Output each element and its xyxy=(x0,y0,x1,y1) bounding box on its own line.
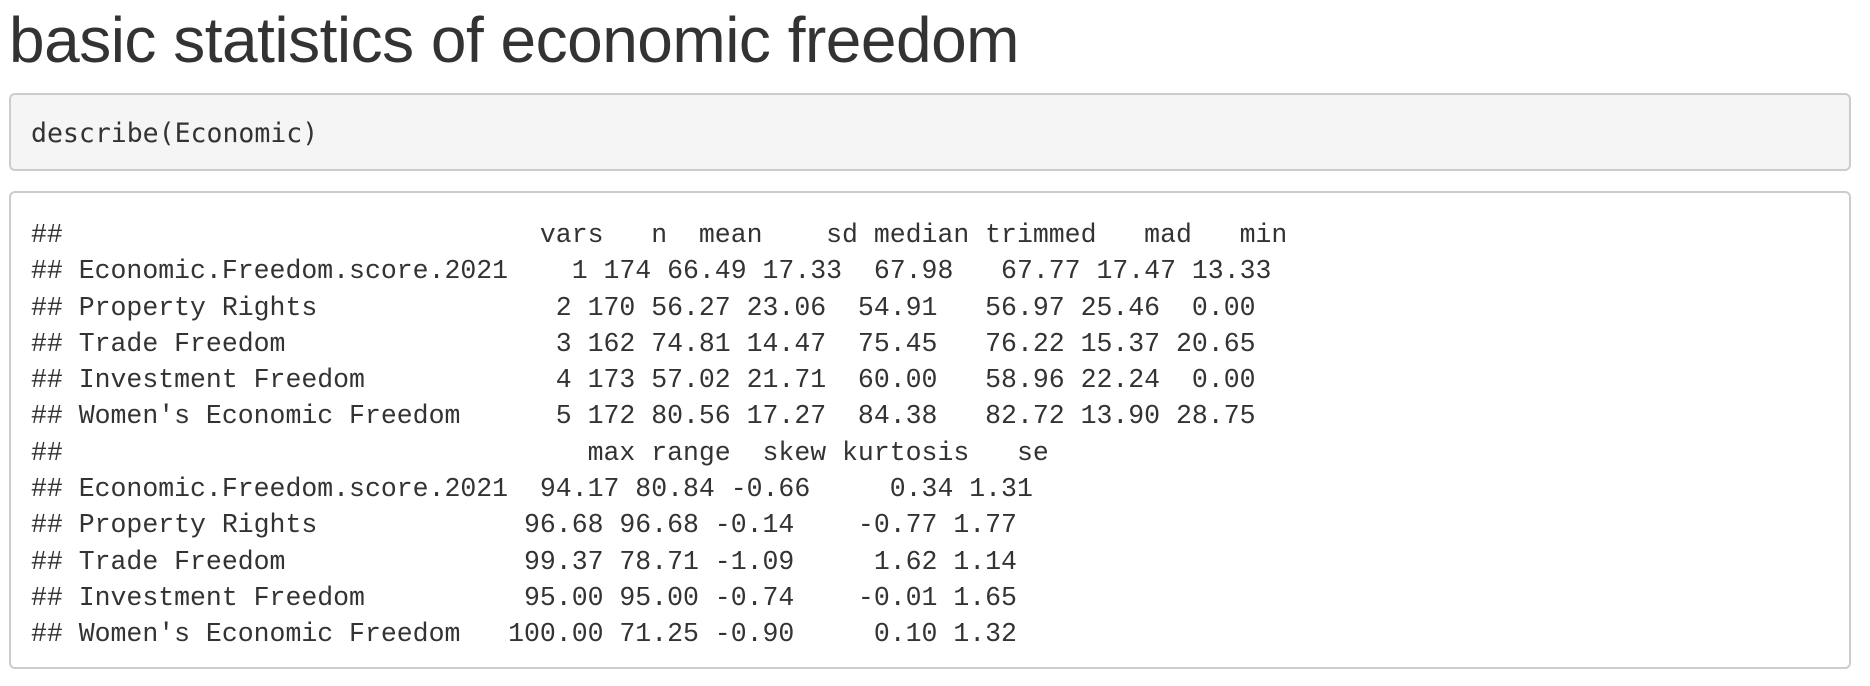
output-line: ## Trade Freedom 3 162 74.81 14.47 75.45… xyxy=(31,328,1256,359)
output-line: ## Property Rights 96.68 96.68 -0.14 -0.… xyxy=(31,510,1017,541)
output-line: ## Women's Economic Freedom 5 172 80.56 … xyxy=(31,401,1256,432)
output-line: ## max range skew kurtosis se xyxy=(31,437,1049,468)
source-code: describe(Economic) xyxy=(31,118,319,149)
output-line: ## Trade Freedom 99.37 78.71 -1.09 1.62 … xyxy=(31,546,1017,577)
source-code-block: describe(Economic) xyxy=(9,93,1851,171)
output-line: ## Investment Freedom 4 173 57.02 21.71 … xyxy=(31,365,1256,396)
output-line: ## vars n mean sd median trimmed mad min xyxy=(31,220,1288,250)
output-line: ## Property Rights 2 170 56.27 23.06 54.… xyxy=(31,292,1256,323)
page-title: basic statistics of economic freedom xyxy=(9,4,1019,76)
output-line: ## Economic.Freedom.score.2021 94.17 80.… xyxy=(31,474,1033,505)
output-line: ## Economic.Freedom.score.2021 1 174 66.… xyxy=(31,256,1272,287)
output-line: ## Women's Economic Freedom 100.00 71.25… xyxy=(31,619,1017,650)
output-block: ## vars n mean sd median trimmed mad min… xyxy=(9,191,1851,669)
output-line: ## Investment Freedom 95.00 95.00 -0.74 … xyxy=(31,582,1017,613)
